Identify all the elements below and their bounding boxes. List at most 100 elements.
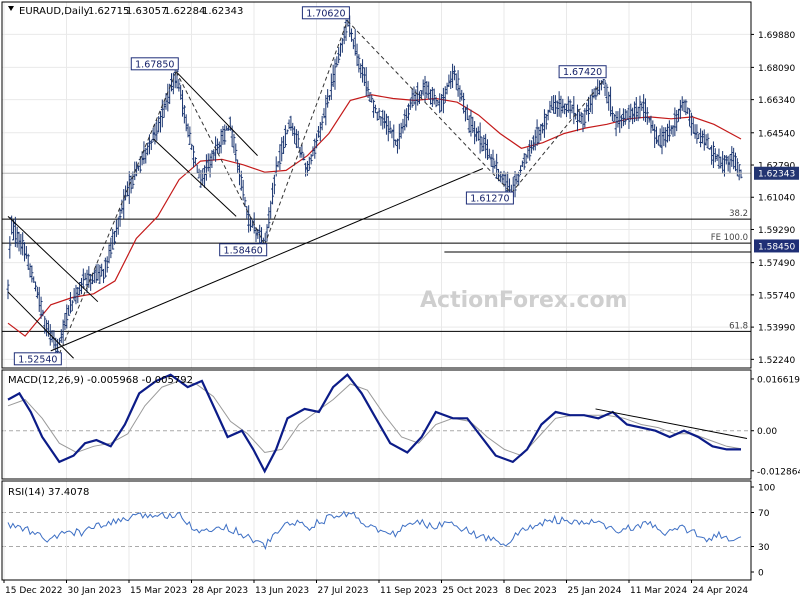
date-tick-label: 27 Jul 2023 [318, 586, 369, 596]
ma-line [7, 94, 742, 337]
macd-lines [7, 373, 748, 474]
price-annotation: 1.70620 [301, 6, 350, 20]
ohlc-bar [616, 111, 620, 128]
trendline [7, 291, 74, 359]
ohlc-bar [304, 162, 308, 177]
ohlc-bar [704, 134, 708, 146]
ohlc-bar [706, 133, 710, 149]
ohlc-bar [6, 279, 10, 300]
price-tick-label: 1.53990 [758, 324, 795, 334]
macd-panel: 0.016619 0.00 -0.012864 MACD(12,26,9) -0.0… [2, 370, 800, 479]
ohlc-bar [344, 19, 348, 41]
ohlc-bar [190, 143, 194, 151]
price-annotation: 1.61270 [465, 191, 514, 205]
ohlc-bar [638, 95, 642, 119]
chart-header: EURAUD,Daily 1.62715 1.63057 1.62284 1.6… [8, 6, 243, 17]
date-tick-label: 13 Jun 2023 [255, 586, 309, 596]
ohlc-bar [715, 153, 719, 161]
ohlc-bar [572, 96, 576, 125]
ohlc-bar [136, 165, 140, 171]
ohlc-bar [298, 146, 302, 158]
ohlc-bar [429, 89, 433, 105]
date-tick-label: 15 Mar 2023 [130, 586, 187, 596]
ohlc-bar [548, 100, 552, 113]
ohlc-bar [625, 110, 629, 120]
ohlc-bar [654, 126, 658, 144]
ohlc-bar [381, 109, 385, 130]
annotation-label: 1.67420 [563, 67, 602, 78]
ohlc-bar [241, 179, 245, 201]
ohlc-bar [362, 67, 366, 87]
ohlc-bar [96, 263, 100, 281]
ohlc-bar [535, 119, 539, 146]
ohlc-bar [195, 164, 199, 174]
ohlc-bar [293, 126, 297, 144]
ohlc-bar [647, 117, 651, 123]
ohlc-bar [478, 122, 482, 154]
ohlc-bar [10, 215, 14, 235]
ohlc-bar [678, 99, 682, 120]
ohlc-bar [467, 115, 471, 134]
ohlc-bar [699, 128, 703, 148]
ohlc-bar [688, 108, 692, 127]
price-tick-label: 1.62790 [758, 162, 795, 172]
ohlc-bar [634, 97, 638, 121]
wave-line [347, 20, 512, 194]
ohlc-bar [210, 150, 214, 168]
date-tick-label: 24 Apr 2024 [693, 586, 749, 596]
ohlc-bar [403, 109, 407, 131]
ohlc-bar [320, 115, 324, 131]
ohlc-bar [427, 81, 431, 100]
ohlc-bar [418, 91, 422, 104]
ohlc-bar [533, 129, 537, 151]
ohlc-bar [324, 95, 328, 126]
ohlc-bar [666, 123, 670, 143]
rsi-title: RSI(14) 37.4078 [8, 487, 89, 498]
ohlc-bar [109, 237, 113, 259]
current-price-badge [754, 166, 799, 180]
price-annotation: 1.67850 [130, 57, 179, 71]
ohlc-bar [531, 135, 535, 151]
ohlc-bar [206, 153, 210, 172]
ohlc-bar [581, 113, 585, 133]
ohlc-bar [372, 99, 376, 118]
ohlc-bar [383, 110, 387, 129]
ohlc-bar [28, 263, 32, 278]
ohlc-bar [127, 171, 131, 204]
ohlc-bar [612, 113, 616, 122]
annotation-label: 1.70620 [306, 8, 345, 19]
ohlc-bar [179, 84, 183, 100]
ohlc-bar [173, 68, 177, 89]
ohlc-bar [373, 104, 377, 114]
ohlc-bar [563, 103, 567, 115]
ohlc-bar [570, 104, 574, 114]
rsi-panel: 100 70 30 0 RSI(14) 37.4078 [2, 481, 775, 580]
ohlc-bar [296, 130, 300, 148]
collapse-triangle-icon[interactable] [8, 6, 14, 11]
ohlc-bar [364, 67, 368, 97]
price-bars [6, 15, 743, 362]
ohlc-bar [454, 73, 458, 90]
ohlc-bar [651, 120, 655, 131]
ohlc-bar [302, 153, 306, 161]
ohlc-bar [640, 102, 644, 111]
ohlc-bar [316, 126, 320, 138]
ohlc-bar [517, 171, 521, 186]
ohlc-bar [234, 143, 238, 162]
ohlc-bar [577, 111, 581, 123]
ohlc-bar [541, 122, 545, 134]
rsi-lines [7, 510, 742, 551]
ohlc-bar [594, 86, 598, 100]
ohlc-bar [542, 109, 546, 138]
ohlc-bar [730, 146, 734, 167]
annotation-label: 1.67850 [135, 59, 174, 70]
panel-frame [1, 1, 752, 369]
ohlc-bar [181, 89, 185, 117]
price-tick-label: 1.61040 [758, 194, 795, 204]
ohlc-bar [21, 232, 25, 256]
ohlc-bar [732, 147, 736, 170]
wave-line [264, 20, 348, 245]
ohlc-bar [311, 146, 315, 157]
ohlc-bar [671, 125, 675, 137]
price-panel: ActionForex.com 38.2 FE 100.0 61.8 1.52540… [2, 2, 799, 368]
